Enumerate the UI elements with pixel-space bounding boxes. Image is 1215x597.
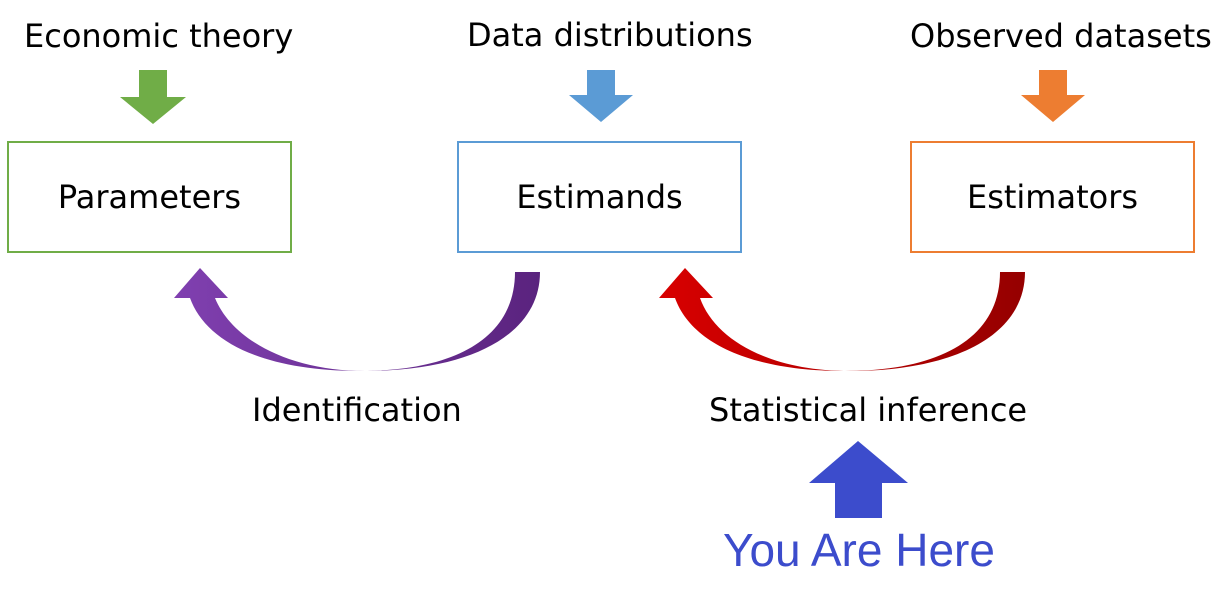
label-statistical-inference: Statistical inference [709,391,1028,429]
label-economic-theory: Economic theory [24,17,294,55]
label-data-distributions: Data distributions [467,16,753,54]
arrow-down-data-distributions [569,70,633,122]
curved-arrow-statistical-inference [659,268,1025,371]
box-parameters-label: Parameters [57,178,242,216]
you-are-here-label: You Are Here [723,524,995,576]
box-estimands: Estimands [457,141,742,253]
label-observed-datasets: Observed datasets [910,17,1212,55]
curved-arrow-identification [174,268,540,371]
arrow-down-observed-datasets [1021,70,1085,122]
box-parameters: Parameters [7,141,292,253]
you-are-here-arrow [809,441,908,518]
arrow-down-economic-theory [120,70,186,124]
label-identification: Identification [252,391,462,429]
box-estimators-label: Estimators [966,178,1139,216]
box-estimators: Estimators [910,141,1195,253]
box-estimands-label: Estimands [516,178,683,216]
